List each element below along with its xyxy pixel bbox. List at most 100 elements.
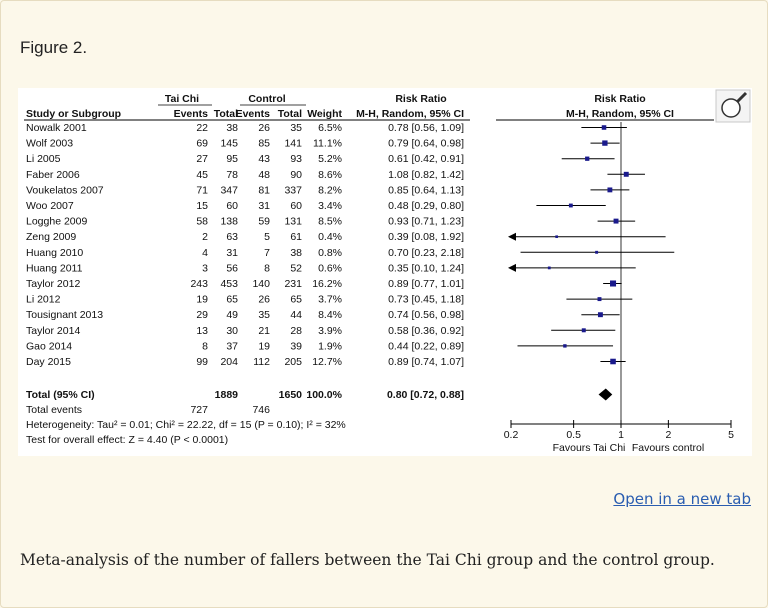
events-control: 112 <box>253 356 270 368</box>
magnifier-icon[interactable] <box>715 89 751 123</box>
study-name: Logghe 2009 <box>26 216 87 228</box>
study-weight: 16.2% <box>312 278 342 290</box>
events-control: 26 <box>258 294 270 306</box>
total-taichi: 37 <box>226 340 238 352</box>
column-header-events-taichi: Events <box>174 108 209 120</box>
study-ci: 0.93 [0.71, 1.23] <box>388 216 464 228</box>
events-control: 48 <box>258 169 270 181</box>
study-name: Wolf 2003 <box>26 138 73 150</box>
total-taichi: 347 <box>220 184 238 196</box>
study-weight: 1.9% <box>318 340 342 352</box>
point-estimate-box <box>563 344 567 348</box>
plot-subheader-ci: M-H, Random, 95% CI <box>566 108 674 120</box>
open-in-new-tab-link[interactable]: Open in a new tab <box>613 490 751 508</box>
study-weight: 5.2% <box>318 153 342 165</box>
total-taichi: 78 <box>226 169 238 181</box>
column-header-ci: M-H, Random, 95% CI <box>356 108 464 120</box>
total-control: 141 <box>284 138 302 150</box>
study-ci: 0.44 [0.22, 0.89] <box>388 340 464 352</box>
events-control: 26 <box>258 122 270 134</box>
study-weight: 3.9% <box>318 325 342 337</box>
events-control: 21 <box>258 325 270 337</box>
point-estimate-box <box>610 280 617 287</box>
total-taichi: 49 <box>226 309 238 321</box>
events-taichi: 71 <box>196 184 208 196</box>
study-weight: 3.4% <box>318 200 342 212</box>
risk-ratio-plot-header: Risk Ratio <box>594 93 645 105</box>
point-estimate-box <box>597 297 602 302</box>
total-control: 44 <box>290 309 302 321</box>
study-name: Day 2015 <box>26 356 71 368</box>
events-control: 19 <box>258 340 270 352</box>
study-weight: 12.7% <box>312 356 342 368</box>
total-taichi: 453 <box>220 278 238 290</box>
events-taichi: 99 <box>196 356 208 368</box>
study-name: Woo 2007 <box>26 200 74 212</box>
study-name: Taylor 2012 <box>26 278 80 290</box>
point-estimate-box <box>597 312 603 318</box>
study-name: Taylor 2014 <box>26 325 80 337</box>
study-ci: 0.74 [0.56, 0.98] <box>388 309 464 321</box>
point-estimate-box <box>555 235 558 239</box>
study-weight: 8.4% <box>318 309 342 321</box>
total-label: Total (95% CI) <box>26 389 95 401</box>
point-estimate-box <box>607 187 613 193</box>
study-ci: 0.85 [0.64, 1.13] <box>388 184 464 196</box>
ci-truncation-arrow <box>508 263 516 272</box>
events-control: 85 <box>258 138 270 150</box>
column-header-total-control: Total <box>278 108 302 120</box>
study-weight: 8.6% <box>318 169 342 181</box>
events-control: 8 <box>264 262 270 274</box>
total-taichi: 95 <box>226 153 238 165</box>
forest-plot: Tai Chi Control Risk Ratio Risk Ratio Study … <box>24 89 751 454</box>
study-name: Huang 2011 <box>26 262 83 274</box>
total-control: 93 <box>290 153 302 165</box>
total-control: 35 <box>290 122 302 134</box>
heterogeneity-text: Heterogeneity: Tau² = 0.01; Chi² = 22.22… <box>26 419 346 431</box>
column-header-study: Study or Subgroup <box>26 108 121 120</box>
study-name: Li 2005 <box>26 153 61 165</box>
study-ci: 0.58 [0.36, 0.92] <box>388 325 464 337</box>
x-axis-tick-label: 5 <box>728 429 734 441</box>
total-taichi: 30 <box>226 325 238 337</box>
point-estimate-box <box>585 156 590 161</box>
study-ci: 0.79 [0.64, 0.98] <box>388 138 464 150</box>
study-name: Nowalk 2001 <box>26 122 87 134</box>
risk-ratio-header: Risk Ratio <box>395 93 446 105</box>
total-control: 39 <box>290 340 302 352</box>
study-name: Li 2012 <box>26 294 61 306</box>
total-events-label: Total events <box>26 404 82 416</box>
point-estimate-box <box>610 358 616 365</box>
events-taichi: 69 <box>196 138 208 150</box>
study-name: Zeng 2009 <box>26 231 76 243</box>
events-control: 35 <box>258 309 270 321</box>
study-weight: 11.1% <box>313 138 342 150</box>
total-control: 28 <box>290 325 302 337</box>
total-events-control: 746 <box>252 404 270 416</box>
total-control: 65 <box>290 294 302 306</box>
total-taichi: 63 <box>226 231 238 243</box>
point-estimate-box <box>601 125 607 130</box>
events-control: 81 <box>258 184 270 196</box>
total-taichi: 38 <box>226 122 238 134</box>
events-control: 7 <box>264 247 270 259</box>
total-control: 90 <box>290 169 302 181</box>
total-taichi: 145 <box>220 138 238 150</box>
experimental-group-header: Tai Chi <box>165 93 199 105</box>
total-control: 38 <box>290 247 302 259</box>
events-taichi: 8 <box>202 340 208 352</box>
figure-caption: Meta-analysis of the number of fallers b… <box>20 551 715 569</box>
total-control: 231 <box>284 278 302 290</box>
x-axis-tick-label: 1 <box>618 429 624 441</box>
point-estimate-box <box>623 171 629 177</box>
total-taichi: 31 <box>226 247 238 259</box>
events-control: 5 <box>264 231 270 243</box>
column-header-weight: Weight <box>307 108 342 120</box>
point-estimate-box <box>595 250 599 254</box>
forest-plot-panel: Tai Chi Control Risk Ratio Risk Ratio Study … <box>18 88 752 456</box>
figure-label: Figure 2. <box>20 38 88 57</box>
total-control: 60 <box>290 200 302 212</box>
study-ci: 0.35 [0.10, 1.24] <box>388 262 464 274</box>
events-control: 43 <box>258 153 270 165</box>
events-taichi: 58 <box>196 216 208 228</box>
